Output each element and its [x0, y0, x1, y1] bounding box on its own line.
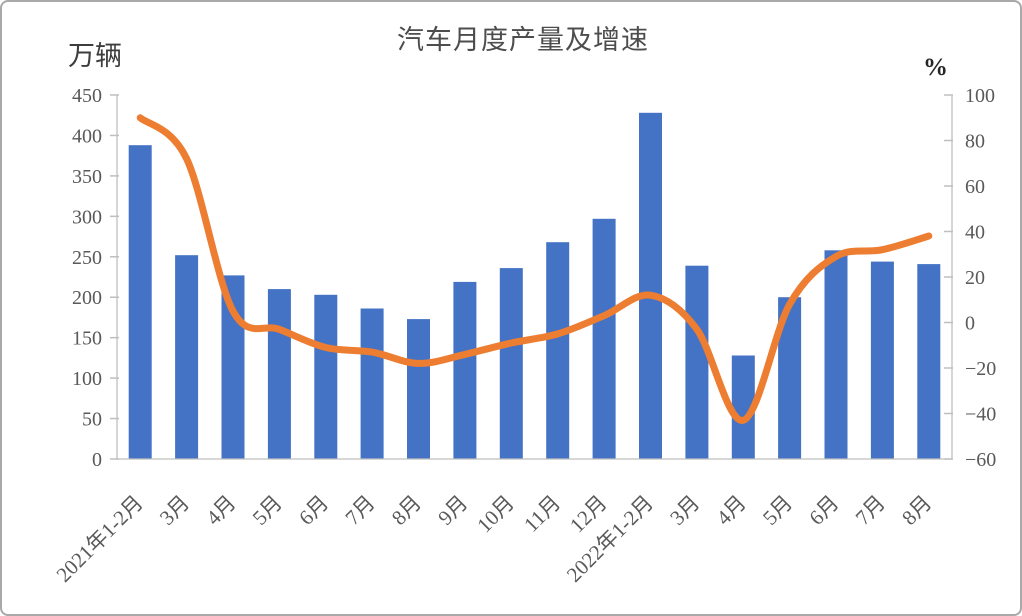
x-axis-label: 4月 [712, 491, 751, 530]
right-axis-tick-label: 80 [965, 131, 985, 153]
x-axis-label: 6月 [804, 491, 843, 530]
production-bar [267, 289, 291, 459]
production-bar [685, 265, 709, 459]
x-axis-label: 7月 [851, 491, 890, 530]
left-axis-tick-label: 150 [72, 328, 102, 350]
growth-line [136, 114, 933, 424]
right-axis-tick-label: 0 [965, 313, 975, 335]
production-bar [128, 145, 152, 459]
x-axis-label: 4月 [201, 491, 240, 530]
x-axis-label: 8月 [387, 491, 426, 530]
left-axis-tick-label: 350 [72, 166, 102, 188]
right-axis-tick-label: −60 [965, 449, 996, 471]
x-axis-label: 8月 [897, 491, 936, 530]
production-bar [824, 250, 848, 459]
right-axis-tick-label: −20 [965, 358, 996, 380]
production-bar [407, 319, 430, 459]
left-axis-tick-label: 100 [72, 368, 102, 390]
production-bar [639, 112, 662, 460]
production-bar [360, 308, 384, 459]
x-axis-label: 10月 [472, 491, 519, 538]
production-bar [731, 355, 755, 459]
x-axis-label: 6月 [294, 491, 333, 530]
production-bar [499, 268, 523, 459]
x-axis-label: 11月 [519, 491, 565, 537]
right-axis-tick-label: 100 [965, 85, 995, 107]
production-bar [917, 264, 941, 459]
production-bar [453, 281, 477, 459]
left-axis-tick-label: 200 [72, 287, 102, 309]
x-axis-label: 9月 [433, 491, 472, 530]
left-axis-tick-label: 0 [92, 449, 102, 471]
production-bar [546, 242, 570, 459]
production-bar [314, 294, 338, 459]
x-axis-label: 2021年1-2月 [52, 491, 148, 587]
x-axis-label: 3月 [155, 491, 194, 530]
x-axis-label: 2022年1-2月 [562, 491, 658, 587]
x-axis-label: 5月 [248, 491, 287, 530]
right-axis-tick-label: 20 [965, 267, 985, 289]
right-axis-tick-label: −40 [965, 404, 996, 426]
right-axis-unit-label: % [923, 54, 948, 81]
left-axis-tick-label: 50 [82, 409, 102, 431]
production-bar [778, 297, 802, 459]
chart-title: 汽车月度产量及增速 [397, 25, 649, 55]
left-axis-tick-label: 300 [72, 206, 102, 228]
x-axis-label: 3月 [665, 491, 704, 530]
production-bar [870, 261, 894, 459]
x-axis-label: 5月 [758, 491, 797, 530]
left-axis-tick-label: 250 [72, 247, 102, 269]
right-axis-tick-label: 40 [965, 222, 985, 244]
right-axis-tick-label: 60 [965, 176, 985, 198]
x-axis-label: 7月 [340, 491, 379, 530]
left-axis-tick-label: 450 [72, 85, 102, 107]
production-bar [175, 255, 199, 459]
production-bar [592, 218, 616, 459]
left-axis-unit-label: 万辆 [68, 41, 122, 71]
left-axis-tick-label: 400 [72, 125, 102, 147]
